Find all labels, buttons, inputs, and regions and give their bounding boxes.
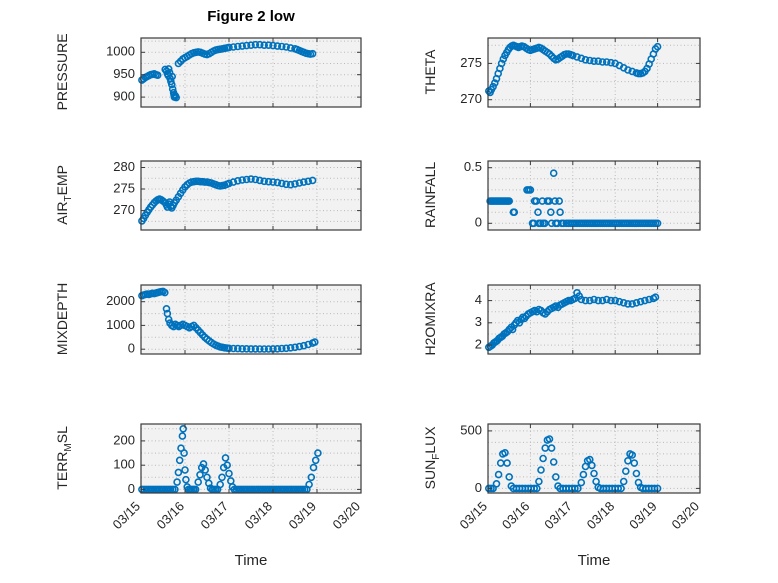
svg-text:900: 900	[113, 89, 135, 104]
svg-text:03/19: 03/19	[626, 499, 660, 533]
svg-text:100: 100	[113, 457, 135, 472]
svg-text:500: 500	[460, 422, 482, 437]
svg-text:03/17: 03/17	[198, 499, 232, 533]
svg-text:270: 270	[113, 202, 135, 217]
plot-sun-flux: 0 500 03/15 03/16 03/17 03/18 03/19 03/20	[457, 422, 703, 532]
plot-terr-msl: 0 100 200 03/15 03/16 03/17 03/18 03/19 03/20	[110, 423, 363, 532]
svg-text:1000: 1000	[106, 44, 135, 59]
svg-text:0: 0	[128, 341, 135, 356]
plot-mixdepth: 0 1000 2000	[106, 284, 362, 356]
svg-text:0: 0	[475, 480, 482, 495]
plot-h2omixra: 2 3 4	[475, 284, 701, 355]
svg-text:03/15: 03/15	[457, 499, 491, 533]
ylabel-terr-msl: TERRMSL	[54, 426, 74, 490]
svg-text:03/18: 03/18	[584, 499, 618, 533]
plot-pressure: 900 950 1000	[106, 37, 362, 108]
svg-text:2000: 2000	[106, 293, 135, 308]
svg-text:1000: 1000	[106, 317, 135, 332]
svg-text:200: 200	[113, 432, 135, 447]
svg-text:0: 0	[128, 481, 135, 496]
svg-text:0: 0	[475, 215, 482, 230]
xaxis-label-right: Time	[577, 552, 611, 569]
svg-text:950: 950	[113, 66, 135, 81]
svg-text:03/15: 03/15	[110, 499, 144, 533]
plot-rainfall: 00.5	[464, 159, 701, 231]
svg-text:270: 270	[460, 91, 482, 106]
figure-title: Figure 2 low	[207, 8, 295, 25]
svg-text:275: 275	[460, 55, 482, 70]
svg-text:0.5: 0.5	[464, 159, 482, 174]
plot-theta: 270 275	[460, 37, 701, 108]
svg-text:2: 2	[475, 337, 482, 352]
svg-text:275: 275	[113, 180, 135, 195]
svg-text:03/16: 03/16	[499, 499, 533, 533]
svg-text:280: 280	[113, 159, 135, 174]
svg-text:03/17: 03/17	[541, 499, 575, 533]
svg-text:03/18: 03/18	[242, 499, 276, 533]
plot-air-temp: 270 275 280	[113, 159, 362, 231]
ylabel-mixdepth: MIXDEPTH	[54, 282, 71, 356]
svg-text:3: 3	[475, 314, 482, 329]
svg-text:03/20: 03/20	[669, 499, 703, 533]
svg-text:03/16: 03/16	[154, 499, 188, 533]
svg-text:03/19: 03/19	[286, 499, 320, 533]
xaxis-label-left: Time	[234, 552, 268, 569]
svg-text:4: 4	[475, 292, 482, 307]
svg-text:03/20: 03/20	[330, 499, 364, 533]
ylabel-h2omixra: H2OMIXRA	[422, 282, 439, 356]
ylabel-sun-flux: SUNFLUX	[422, 426, 442, 490]
